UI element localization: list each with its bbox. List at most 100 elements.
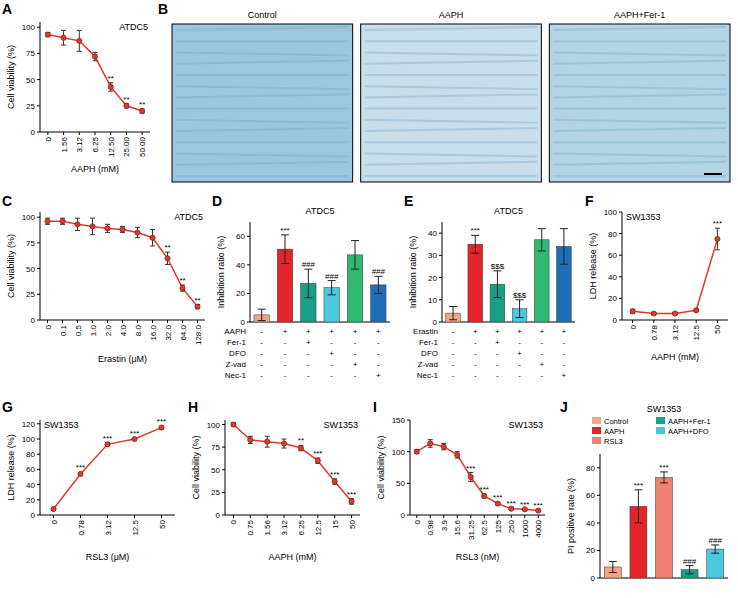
significance: ** (108, 74, 114, 83)
texture (176, 94, 349, 97)
error-cap (75, 218, 80, 219)
treatment-mark: + (353, 360, 358, 369)
significance: ** (298, 436, 304, 445)
y-axis (250, 222, 251, 322)
error-bar (231, 423, 236, 427)
texture (553, 128, 726, 131)
error-stem (261, 309, 262, 320)
x-tick-label: 15.6 (453, 519, 462, 535)
x-tick-label: 250 (507, 519, 516, 533)
texture (553, 108, 726, 110)
x-tick-label: 125 (494, 519, 503, 533)
error-bar (45, 32, 50, 36)
x-tick-label: 4000 (534, 519, 543, 537)
data-point (694, 308, 699, 313)
image-title: AAPH+Fer-1 (614, 10, 665, 20)
treatment-mark: - (284, 349, 287, 358)
error-cap (711, 553, 719, 554)
y-tick-label: 100 (22, 23, 36, 32)
error-bar (441, 443, 446, 449)
x-tick (317, 515, 318, 518)
treatment-mark: - (474, 360, 477, 369)
plot-area (45, 218, 200, 309)
y-tick-label: 25 (211, 488, 220, 497)
y-tick (247, 264, 250, 265)
treatment-mark: - (307, 360, 310, 369)
y-tick-label: 0 (613, 316, 618, 325)
data-point (672, 311, 677, 316)
treatment-mark: + (306, 338, 311, 347)
plot-area (630, 228, 720, 316)
x-tick-label: 0 (50, 519, 59, 524)
error-cap (105, 224, 110, 225)
y-tick-label: 0 (31, 316, 36, 325)
treatment-mark: - (260, 327, 263, 336)
significance: ### (683, 557, 697, 566)
error-bar (90, 218, 95, 234)
error-bar (455, 452, 460, 458)
texture (365, 74, 538, 76)
error-cap (265, 436, 270, 437)
x-tick (107, 320, 108, 323)
panel-letter: J (560, 399, 568, 415)
treatment-mark: - (377, 349, 380, 358)
x-axis-label: AAPH (mM) (269, 552, 317, 562)
error-bar (471, 235, 479, 253)
y-axis (40, 212, 41, 320)
texture (553, 52, 726, 55)
data-point (124, 103, 129, 108)
x-tick-label: 3.12 (104, 519, 113, 535)
treatment-mark: + (562, 371, 567, 380)
x-axis (250, 322, 390, 323)
y-tick-label: 40 (26, 481, 35, 490)
y-axis (622, 212, 623, 320)
error-cap (281, 263, 289, 264)
error-cap (449, 306, 457, 307)
error-bar (248, 436, 253, 443)
y-tick (222, 492, 225, 493)
y-tick-label: 60 (236, 232, 245, 241)
significance: *** (493, 493, 502, 502)
panel-letter: A (2, 1, 12, 17)
x-tick (653, 320, 654, 323)
treatment-mark: - (563, 349, 566, 358)
data-point (441, 444, 446, 449)
y-tick (619, 212, 622, 213)
treatment-mark: - (307, 371, 310, 380)
y-tick-label: 25 (26, 102, 35, 111)
panel-letter: G (2, 399, 13, 415)
y-tick (37, 217, 40, 218)
significance: *** (534, 501, 543, 510)
y-tick-label: 0 (591, 574, 596, 583)
y-tick-label: 20 (586, 546, 595, 555)
texture (365, 40, 538, 42)
x-tick (233, 515, 234, 518)
texture (553, 162, 726, 165)
significance: *** (157, 417, 166, 426)
x-tick (95, 132, 96, 135)
treatment-mark: - (284, 338, 287, 347)
treatment-mark: - (260, 360, 263, 369)
legend-label: AAPH+DFO (668, 427, 709, 436)
y-axis (225, 420, 226, 515)
y-tick-label: 75 (211, 443, 220, 452)
treatment-mark: - (540, 371, 543, 380)
y-tick (37, 294, 40, 295)
error-cap (609, 572, 617, 573)
y-tick-label: 10 (428, 296, 437, 305)
error-bar (281, 235, 289, 264)
texture (176, 141, 349, 143)
error-cap (93, 52, 98, 53)
error-cap (150, 229, 155, 230)
error-cap (686, 573, 694, 574)
data-point (455, 452, 460, 457)
data-point (428, 441, 433, 446)
error-bar (686, 566, 694, 574)
x-tick-label: 15 (331, 519, 340, 528)
significance: ** (179, 276, 185, 285)
data-point (92, 54, 97, 59)
y-tick-label: 50 (26, 265, 35, 274)
data-point (75, 222, 80, 227)
error-bar (195, 305, 200, 309)
error-bar (351, 241, 359, 270)
